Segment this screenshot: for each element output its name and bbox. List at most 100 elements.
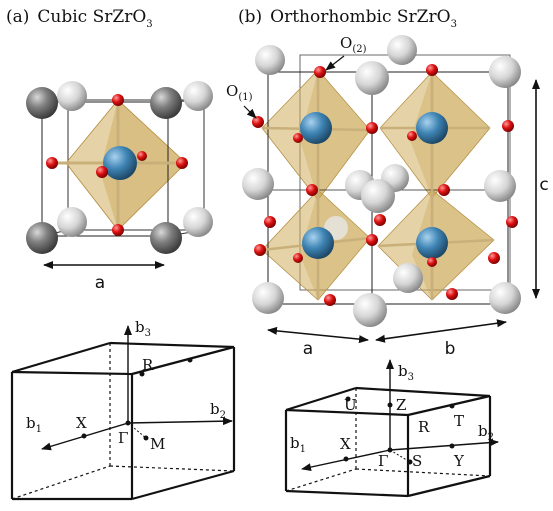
o1-label: O(1) [226, 82, 253, 103]
sr-atom [242, 168, 274, 200]
ortho-y-label: Y [453, 452, 465, 470]
o-atom [306, 184, 318, 196]
ortho-r-label: R [418, 418, 430, 436]
zr-atom [302, 227, 334, 259]
cubic-gamma-label: Γ [118, 429, 128, 447]
zr-atom [300, 112, 332, 144]
sr-atom [150, 222, 182, 254]
ortho-s-point [407, 459, 413, 465]
o-atom [502, 120, 514, 132]
o-atom [488, 252, 500, 264]
sr-atom [355, 61, 389, 95]
ortho-b2-axis-arrow [389, 438, 499, 451]
panel-b-caption: (b) Orthorhombic SrZrO3 [238, 7, 457, 30]
m-point [143, 435, 149, 441]
o-atom [112, 224, 124, 236]
cubic-b2-label: b2 [210, 400, 226, 421]
sr-atom [26, 222, 58, 254]
cubic-unit-cell [26, 81, 213, 254]
ortho-z-label: Z [396, 396, 406, 414]
ortho-s-label: S [412, 452, 422, 470]
sr-atom [489, 282, 521, 314]
lattice-b-label-ortho: b [445, 339, 456, 359]
lattice-a-label-ortho: a [303, 339, 313, 359]
o-atom [506, 216, 518, 228]
cubic-brillouin-zone [10, 325, 236, 501]
panel-b-title: Orthorhombic SrZrO [270, 7, 450, 27]
ortho-t-label: T [454, 412, 464, 430]
o2-pointer-arrow [325, 55, 345, 71]
panel-b-tag: (b) [238, 7, 262, 27]
o-atom [438, 184, 450, 196]
zr-atom [103, 146, 137, 180]
ortho-gamma-point [387, 447, 393, 453]
sr-atom [484, 170, 516, 202]
o-atom [366, 122, 378, 134]
ortho-z-point [387, 402, 393, 408]
cubic-front-face [41, 101, 169, 237]
o-atom [324, 294, 336, 306]
zr-atom [416, 112, 448, 144]
o-atom [427, 257, 437, 267]
gamma-point [125, 420, 131, 426]
cubic-r-label: R [142, 356, 154, 374]
o-atom [366, 234, 378, 246]
ortho-u-point [345, 396, 351, 402]
orthorhombic-brillouin-zone [284, 359, 499, 498]
panel-b-title-subscript: 3 [451, 19, 457, 30]
x-point [81, 433, 87, 439]
o2-label: O(2) [340, 34, 367, 55]
lattice-a-label-cubic: a [95, 273, 105, 293]
panel-a-tag: (a) [6, 7, 29, 27]
o1-pointer-arrow [243, 105, 257, 119]
ortho-b2-label: b2 [478, 422, 494, 443]
sr-atom [57, 207, 87, 237]
o-atom [254, 244, 266, 256]
cubic-x-label: X [76, 414, 87, 432]
o-atom [426, 64, 438, 76]
o-atom [293, 133, 303, 143]
r-point [139, 371, 145, 377]
sr-atom [26, 87, 58, 119]
o-atom [46, 157, 58, 169]
ortho-b1-label: b1 [290, 434, 306, 455]
o-atom [176, 157, 188, 169]
cubic-b1-label: b1 [26, 414, 42, 435]
o-atom [96, 166, 108, 178]
ortho-b3-label: b3 [398, 362, 414, 383]
ortho-y-point [449, 443, 455, 449]
o-atom [446, 288, 458, 300]
zr-atom [416, 227, 448, 259]
sr-atom [489, 56, 521, 88]
o-atom [314, 66, 326, 78]
panel-a-title: Cubic SrZrO [37, 7, 146, 27]
o-atom [407, 131, 417, 141]
panel-a-title-subscript: 3 [146, 19, 152, 30]
sr-atom [252, 282, 284, 314]
corner-point [187, 357, 193, 363]
o-atom [252, 116, 264, 128]
orthorhombic-unit-cell [242, 35, 521, 327]
ortho-u-label: U [344, 396, 357, 414]
cubic-m-label: M [150, 435, 165, 453]
o-atom [264, 216, 276, 228]
lattice-c-label-ortho: c [539, 175, 548, 195]
ortho-gamma-label: Γ [378, 452, 388, 470]
sr-atom [393, 263, 423, 293]
sr-atom [255, 45, 285, 75]
lattice-b-arrow-ortho [375, 319, 507, 343]
lattice-a-arrow-ortho [267, 326, 369, 344]
o-atom [374, 214, 386, 226]
o-atom [137, 151, 147, 161]
sr-atom [183, 81, 213, 111]
sr-atom [361, 179, 395, 213]
cubic-b3-label: b3 [135, 318, 151, 339]
sr-atom [57, 81, 87, 111]
panel-a-caption: (a) Cubic SrZrO3 [6, 7, 153, 30]
sr-atom [387, 35, 417, 65]
ortho-x-label: X [340, 435, 351, 453]
sr-atom [183, 207, 213, 237]
o-atom [112, 94, 124, 106]
sr-atom [150, 87, 182, 119]
